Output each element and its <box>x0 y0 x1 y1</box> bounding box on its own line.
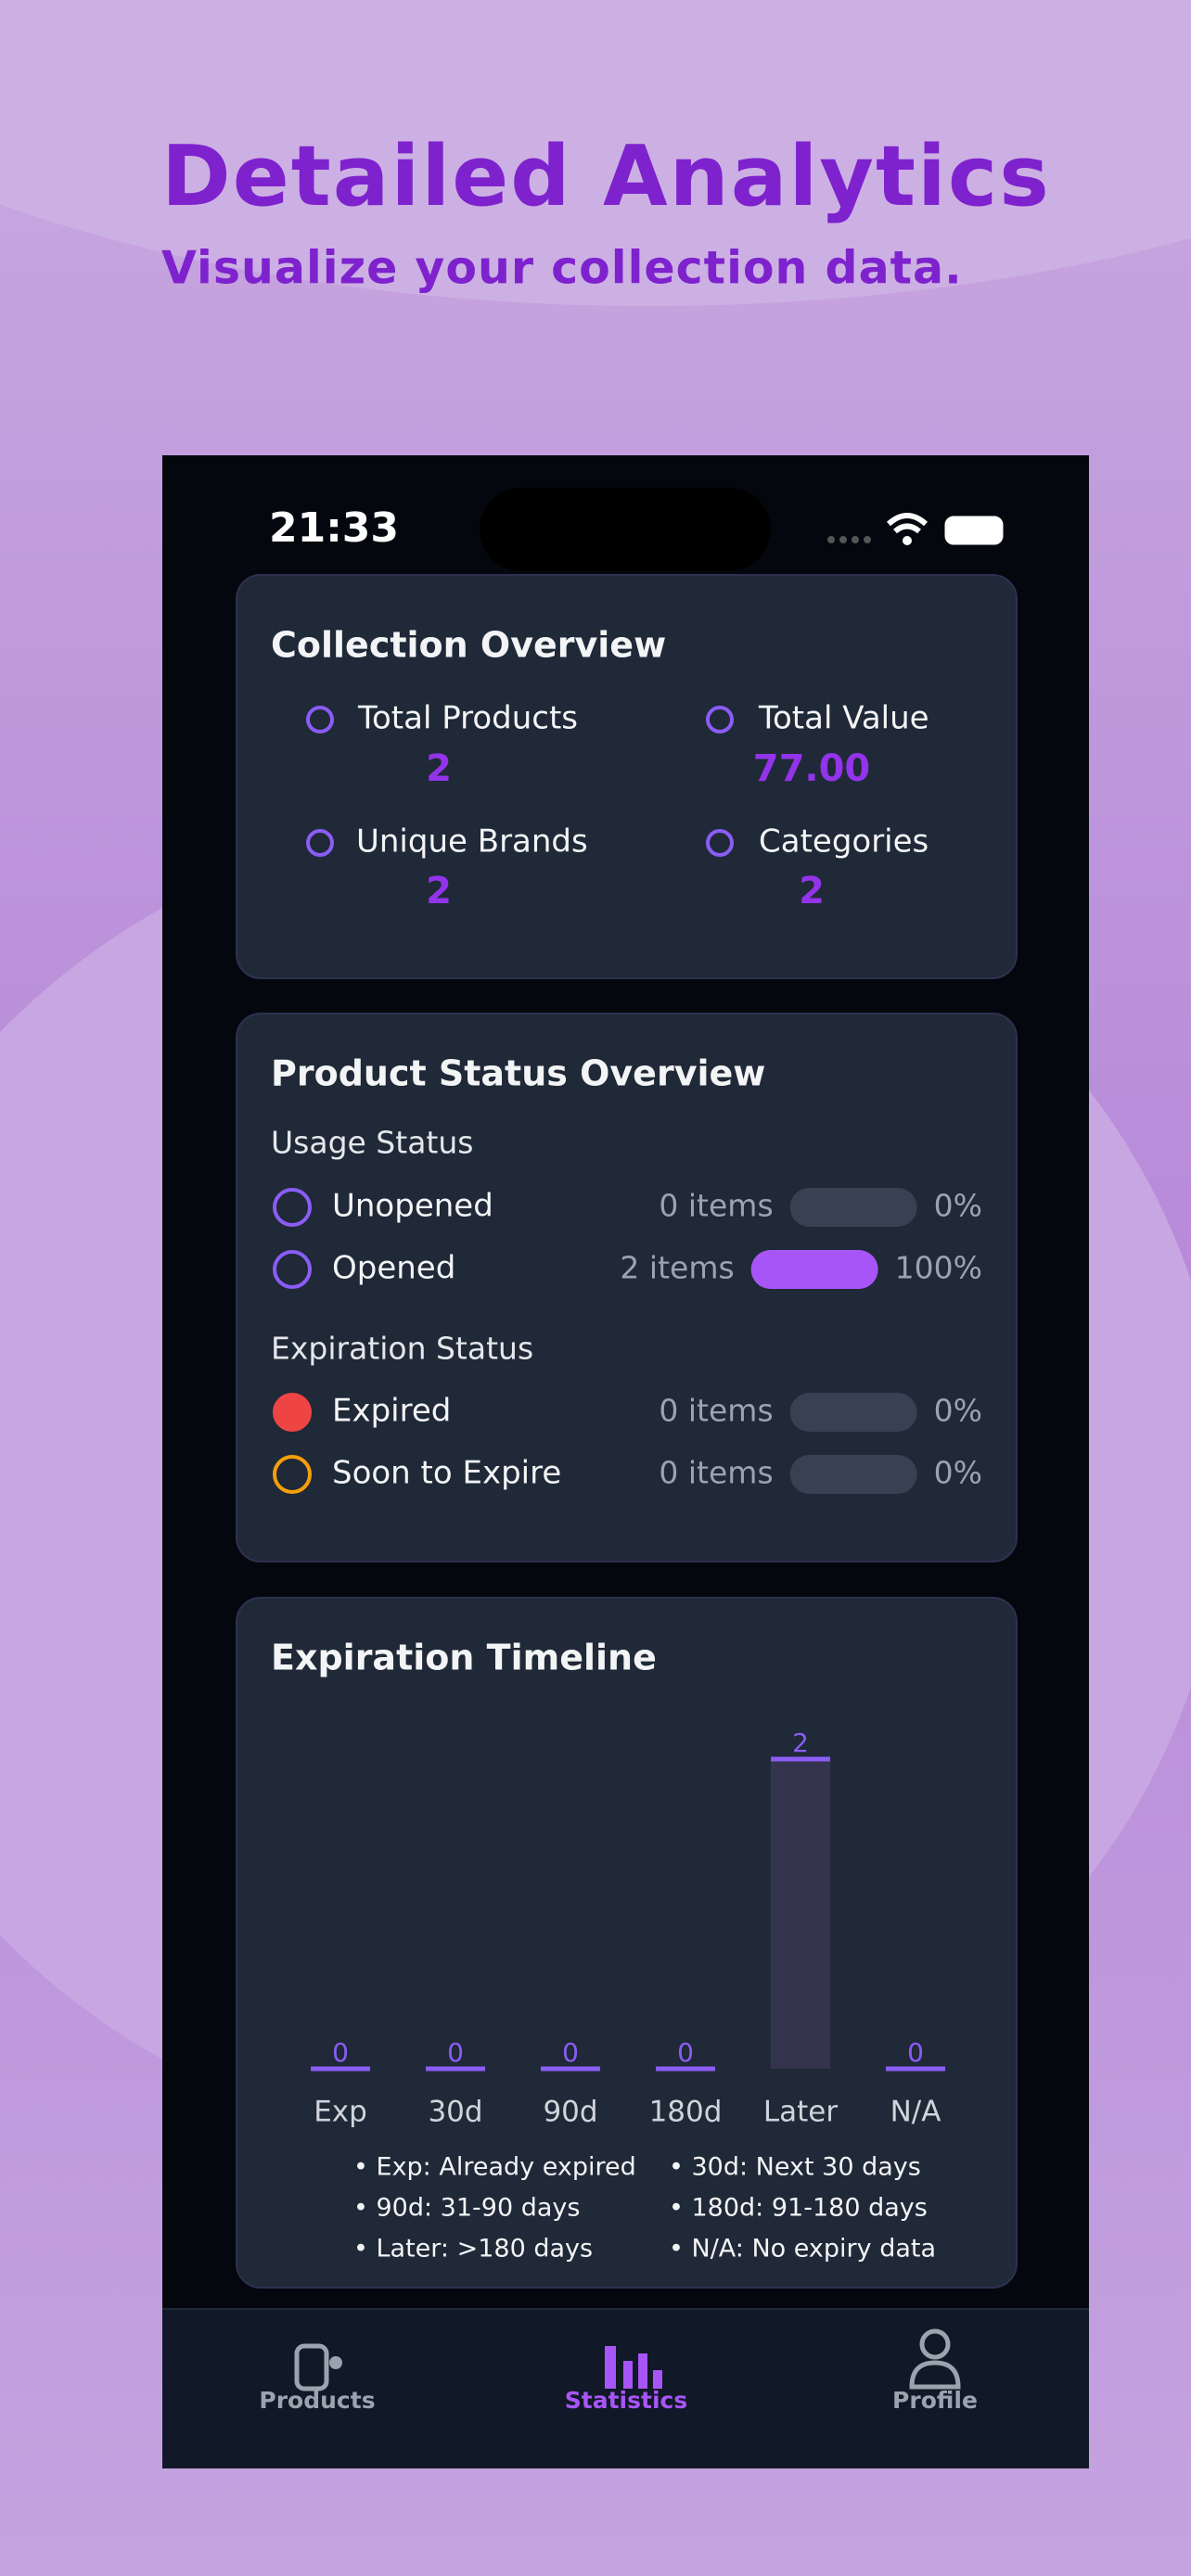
battery-icon <box>944 516 1004 545</box>
status-icon <box>273 1250 312 1289</box>
status-count: 0 items <box>659 1188 773 1224</box>
group-title: Usage Status <box>271 1125 473 1161</box>
background-circle <box>0 0 1191 306</box>
data-label: 2 <box>792 1728 809 1758</box>
tab-icon[interactable] <box>329 2356 342 2369</box>
status-time: 21:33 <box>269 504 399 552</box>
stat-icon <box>706 829 734 857</box>
legend-note: • 180d: 91-180 days <box>669 2194 928 2223</box>
tab-icon[interactable] <box>294 2343 329 2391</box>
tab-icon[interactable] <box>909 2360 961 2390</box>
status-label: Opened <box>332 1250 455 1287</box>
status-percent: 100% <box>895 1250 982 1286</box>
dynamic-island <box>480 488 771 571</box>
status-icon <box>273 1188 312 1227</box>
card-title: Expiration Timeline <box>271 1638 657 1678</box>
x-tick-label: 30d <box>428 2096 482 2129</box>
data-label: 0 <box>677 2037 694 2068</box>
progress-track <box>789 1188 917 1227</box>
legend-note: • N/A: No expiry data <box>669 2235 936 2264</box>
data-label: 0 <box>332 2037 349 2068</box>
progress-fill <box>750 1250 878 1289</box>
progress-track <box>789 1393 917 1432</box>
tab-icon[interactable] <box>638 2353 647 2389</box>
x-tick-label: 90d <box>543 2096 597 2129</box>
data-label: 0 <box>907 2037 924 2068</box>
progress-track <box>789 1455 917 1494</box>
legend-note: • Later: >180 days <box>353 2235 593 2264</box>
legend-note: • Exp: Already expired <box>353 2153 636 2182</box>
legend-note: • 30d: Next 30 days <box>669 2153 921 2182</box>
status-percent: 0% <box>934 1455 982 1491</box>
tab-label[interactable]: Statistics <box>565 2387 687 2414</box>
wifi-icon <box>903 536 912 545</box>
status-count: 0 items <box>659 1455 773 1491</box>
stat-value: 2 <box>426 747 452 790</box>
status-percent: 0% <box>934 1188 982 1224</box>
x-tick-label: Later <box>763 2096 838 2129</box>
timeline-card <box>236 1597 1018 2289</box>
data-label: 0 <box>562 2037 579 2068</box>
status-percent: 0% <box>934 1393 982 1429</box>
group-title: Expiration Status <box>271 1331 533 1367</box>
status-label: Soon to Expire <box>332 1455 561 1492</box>
tab-icon[interactable] <box>623 2361 633 2389</box>
stat-icon <box>306 706 334 733</box>
stat-label: Unique Brands <box>356 823 588 861</box>
wifi-icon <box>886 513 928 534</box>
stat-icon <box>706 706 734 733</box>
stat-label: Total Products <box>357 700 578 737</box>
stat-value: 77.00 <box>753 747 871 790</box>
x-tick-label: N/A <box>890 2096 941 2129</box>
status-count: 2 items <box>620 1250 734 1286</box>
status-count: 0 items <box>659 1393 773 1429</box>
legend-note: • 90d: 31-90 days <box>353 2194 580 2223</box>
bar <box>771 1759 830 2069</box>
tab-icon[interactable] <box>653 2370 662 2389</box>
status-label: Unopened <box>332 1188 493 1225</box>
card-title: Collection Overview <box>271 625 666 666</box>
header-title: Detailed Analytics <box>161 128 1051 225</box>
overview-card <box>236 574 1018 979</box>
stat-value: 2 <box>799 870 825 912</box>
tab-label[interactable]: Profile <box>892 2387 978 2414</box>
card-title: Product Status Overview <box>271 1053 765 1094</box>
status-icon <box>273 1393 312 1432</box>
x-tick-label: 180d <box>649 2096 723 2129</box>
x-tick-label: Exp <box>314 2096 367 2129</box>
stat-value: 2 <box>426 870 452 912</box>
data-label: 0 <box>447 2037 464 2068</box>
header-subtitle: Visualize your collection data. <box>161 242 963 295</box>
stat-label: Total Value <box>758 700 929 737</box>
stat-icon <box>306 829 334 857</box>
tab-icon[interactable] <box>605 2346 616 2389</box>
tab-label[interactable]: Products <box>259 2387 375 2414</box>
tab-icon[interactable] <box>919 2328 951 2360</box>
signal-icon <box>827 536 871 543</box>
status-icon <box>273 1455 312 1494</box>
stat-label: Categories <box>759 823 928 861</box>
status-label: Expired <box>332 1393 451 1430</box>
